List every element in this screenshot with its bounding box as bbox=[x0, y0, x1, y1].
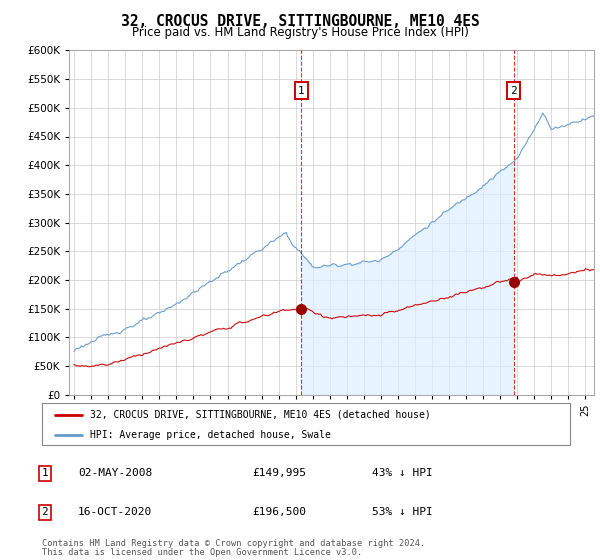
Text: £196,500: £196,500 bbox=[252, 507, 306, 517]
Text: 32, CROCUS DRIVE, SITTINGBOURNE, ME10 4ES: 32, CROCUS DRIVE, SITTINGBOURNE, ME10 4E… bbox=[121, 14, 479, 29]
Text: 16-OCT-2020: 16-OCT-2020 bbox=[78, 507, 152, 517]
Text: 1: 1 bbox=[41, 468, 49, 478]
Text: Contains HM Land Registry data © Crown copyright and database right 2024.: Contains HM Land Registry data © Crown c… bbox=[42, 539, 425, 548]
Text: 02-MAY-2008: 02-MAY-2008 bbox=[78, 468, 152, 478]
Text: 32, CROCUS DRIVE, SITTINGBOURNE, ME10 4ES (detached house): 32, CROCUS DRIVE, SITTINGBOURNE, ME10 4E… bbox=[89, 410, 430, 420]
Text: 2: 2 bbox=[41, 507, 49, 517]
Text: £149,995: £149,995 bbox=[252, 468, 306, 478]
Text: 2: 2 bbox=[511, 86, 517, 96]
Text: HPI: Average price, detached house, Swale: HPI: Average price, detached house, Swal… bbox=[89, 430, 331, 440]
Text: 1: 1 bbox=[298, 86, 305, 96]
Text: 53% ↓ HPI: 53% ↓ HPI bbox=[372, 507, 433, 517]
Text: This data is licensed under the Open Government Licence v3.0.: This data is licensed under the Open Gov… bbox=[42, 548, 362, 557]
Text: Price paid vs. HM Land Registry's House Price Index (HPI): Price paid vs. HM Land Registry's House … bbox=[131, 26, 469, 39]
Text: 43% ↓ HPI: 43% ↓ HPI bbox=[372, 468, 433, 478]
